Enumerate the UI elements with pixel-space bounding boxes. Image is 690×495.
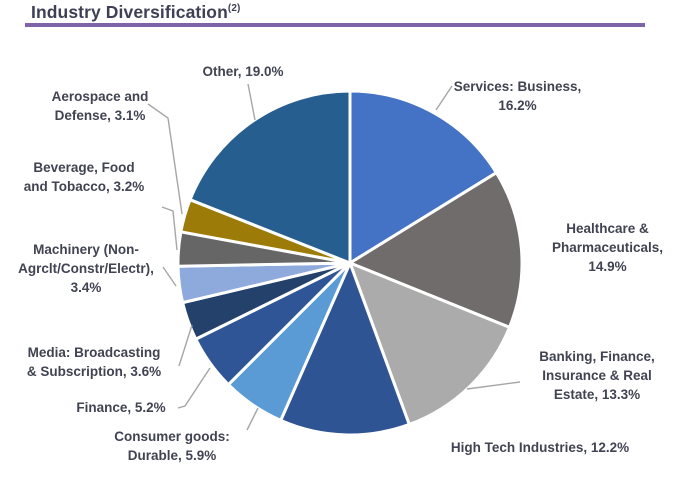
title-underline (25, 23, 645, 27)
leader-line-consumer (246, 407, 259, 431)
title-footnote-superscript: (2) (227, 3, 241, 15)
leader-line-machinery (162, 266, 177, 287)
leader-line-media (178, 324, 193, 367)
label-consumer: Consumer goods: Durable, 5.9% (114, 429, 230, 463)
leader-line-beverage (161, 206, 178, 251)
label-banking: Banking, Finance, Insurance & Real Estat… (539, 349, 655, 402)
leader-line-aerospace (147, 103, 183, 215)
slice-banking-finance-insurance-real-estate (348, 261, 512, 426)
leader-line-banking (466, 381, 521, 390)
label-media: Media: Broadcasting & Subscription, 3.6% (26, 345, 162, 379)
label-other: Other, 19.0% (202, 64, 284, 79)
pie-slices (176, 89, 524, 437)
label-finance: Finance, 5.2% (76, 400, 166, 415)
label-services: Services: Business, 16.2% (453, 79, 582, 113)
page-title-text: Industry Diversification (31, 2, 228, 22)
label-machinery: Machinery (Non- Agrclt/Constr/Electr), 3… (18, 242, 154, 295)
leader-lines (147, 83, 521, 431)
leader-line-services (435, 85, 453, 111)
slice-high-tech-industries (279, 261, 411, 437)
label-hightech: High Tech Industries, 12.2% (450, 440, 630, 455)
label-healthcare: Healthcare & Pharmaceuticals, 14.9% (551, 221, 664, 274)
slice-other (188, 89, 352, 265)
label-beverage: Beverage, Food and Tobacco, 3.2% (23, 160, 145, 194)
leader-line-finance (177, 367, 211, 409)
label-aerospace: Aerospace and Defense, 3.1% (51, 89, 149, 123)
slice-services-business (348, 89, 498, 265)
slice-healthcare-pharmaceuticals (348, 171, 524, 329)
leader-line-other (247, 83, 256, 121)
page-title: Industry Diversification(2) (31, 2, 240, 23)
